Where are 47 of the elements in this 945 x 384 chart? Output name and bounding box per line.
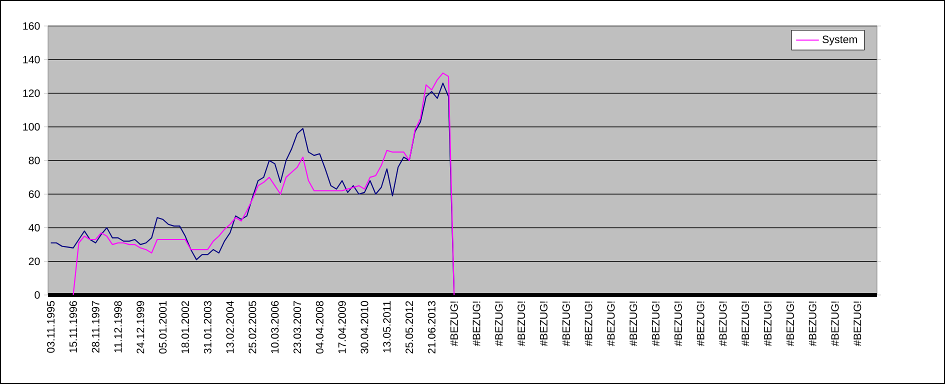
x-tick-label: #BEZUG! — [450, 302, 458, 346]
x-tick-label: #BEZUG! — [607, 302, 615, 346]
y-tick-label: 160 — [23, 22, 40, 30]
x-tick-label: 25.02.2005 — [248, 301, 256, 354]
x-tick-label: #BEZUG! — [540, 302, 548, 346]
x-tick-label: #BEZUG! — [696, 302, 704, 346]
x-tick-label: 24.12.1999 — [136, 301, 144, 354]
x-tick-label: #BEZUG! — [854, 302, 862, 346]
x-tick-label: 21.06.2013 — [428, 301, 436, 354]
x-tick-label: 03.11.1995 — [47, 301, 55, 353]
x-tick-label: 04.04.2008 — [316, 301, 324, 354]
x-tick-label: 25.05.2012 — [406, 301, 414, 354]
x-tick-label: 17.04.2009 — [338, 301, 346, 354]
x-tick-label: 13.05.2011 — [383, 301, 391, 352]
x-tick-label: #BEZUG! — [652, 302, 660, 346]
x-tick-label: #BEZUG! — [764, 302, 772, 346]
y-tick-label: 60 — [28, 190, 40, 198]
y-tick-label: 140 — [23, 56, 40, 64]
x-tick-label: 13.02.2004 — [226, 300, 234, 354]
x-tick-label: #BEZUG! — [495, 302, 503, 346]
y-tick-label: 100 — [23, 123, 40, 131]
x-tick-label: 18.01.2002 — [181, 301, 190, 354]
x-tick-label: #BEZUG! — [719, 302, 727, 346]
y-tick-label: 0 — [34, 291, 40, 299]
x-tick-label: 05.01.2001 — [159, 301, 167, 354]
x-tick-label: 31.01.2003 — [204, 301, 212, 354]
x-tick-label: 11.12.1998 — [114, 301, 122, 352]
x-tick-label: 15.11.1996 — [69, 301, 77, 352]
x-tick-label: 23.03.2007 — [294, 301, 302, 354]
y-tick-label: 20 — [28, 258, 40, 266]
x-tick-label: #BEZUG! — [831, 302, 839, 346]
y-tick-label: 80 — [28, 156, 40, 164]
x-tick-label: #BEZUG! — [562, 302, 570, 346]
x-tick-label: 28.11.1997 — [92, 301, 100, 353]
y-tick-label: 120 — [23, 89, 40, 98]
legend-label: System — [822, 36, 857, 46]
x-tick-label: #BEZUG! — [518, 302, 526, 346]
x-tick-label: 10.03.2006 — [271, 301, 279, 354]
y-tick-label: 40 — [28, 224, 40, 232]
x-tick-label: #BEZUG! — [472, 302, 480, 346]
x-tick-label: #BEZUG! — [630, 302, 638, 346]
x-tick-label: #BEZUG! — [808, 302, 816, 346]
x-tick-label: #BEZUG! — [786, 302, 794, 346]
x-tick-label: #BEZUG! — [674, 302, 682, 346]
x-tick-label: #BEZUG! — [742, 302, 750, 346]
x-tick-label: 30.04.2010 — [360, 301, 368, 354]
x-tick-label: #BEZUG! — [584, 302, 592, 346]
